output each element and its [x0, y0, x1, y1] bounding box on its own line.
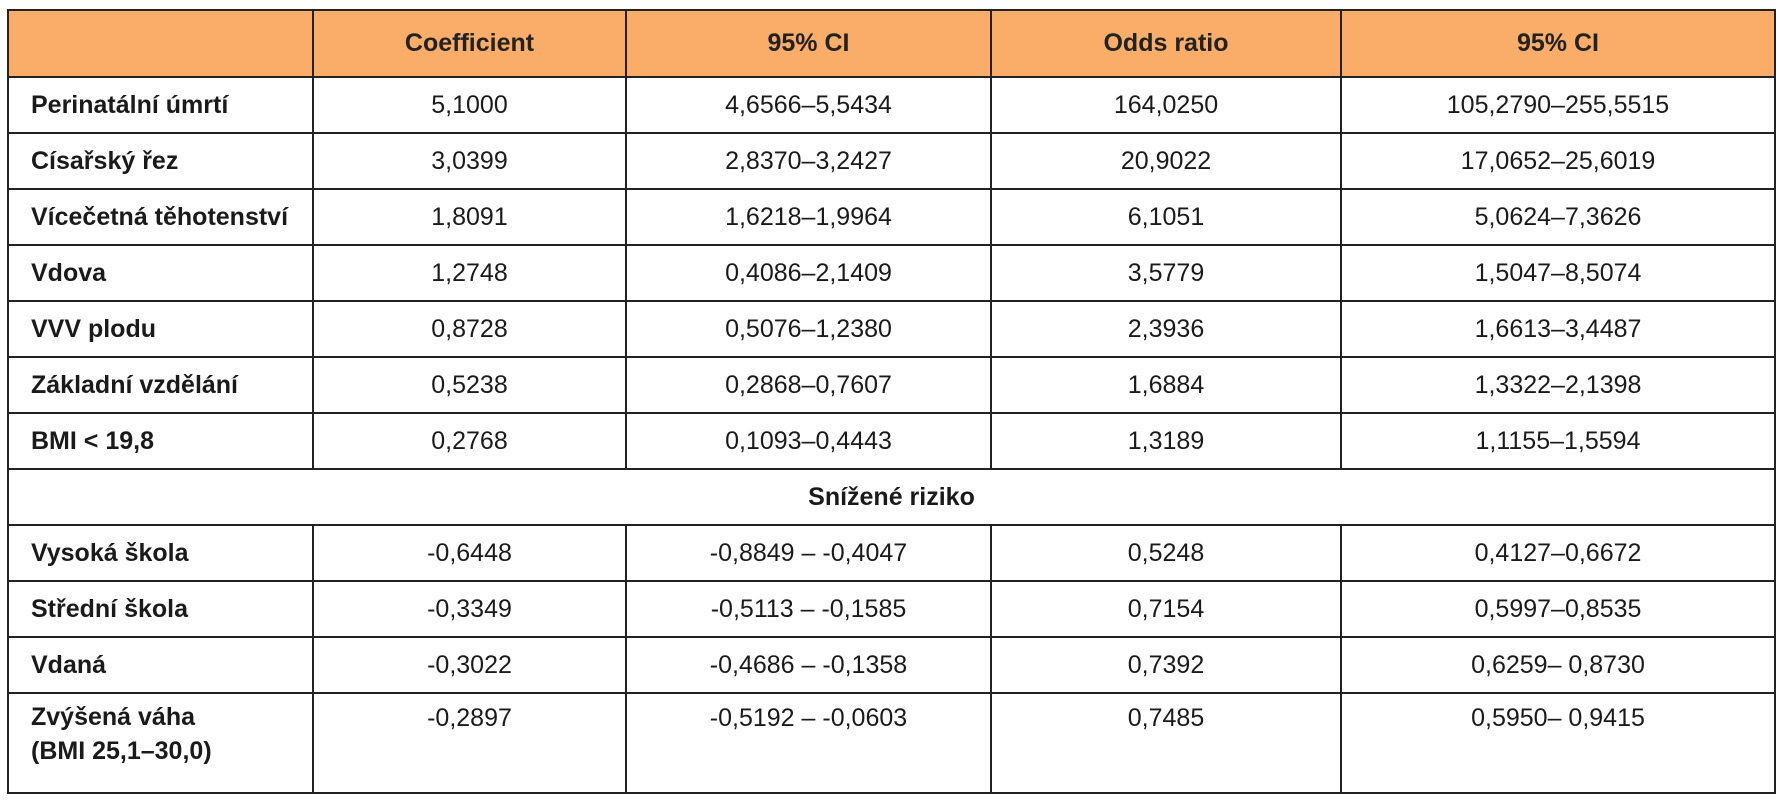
- coefficient-cell: -0,3349: [312, 580, 627, 638]
- odds-ratio-cell: 0,5248: [990, 524, 1342, 582]
- or-ci-cell: 0,5950– 0,9415: [1340, 692, 1776, 794]
- coefficient-cell: 3,0399: [312, 132, 627, 190]
- or-ci-cell: 0,4127–0,6672: [1340, 524, 1776, 582]
- row-label: Vysoká škola: [7, 524, 314, 582]
- row-label: Základní vzdělání: [7, 356, 314, 414]
- coefficient-cell: 5,1000: [312, 76, 627, 134]
- table-row: Perinatální úmrtí 5,1000 4,6566–5,5434 1…: [7, 76, 1776, 134]
- coefficient-cell: 0,2768: [312, 412, 627, 470]
- or-ci-cell: 0,5997–0,8535: [1340, 580, 1776, 638]
- row-label: Perinatální úmrtí: [7, 76, 314, 134]
- ci-cell: -0,5113 – -0,1585: [625, 580, 992, 638]
- coefficient-cell: 1,8091: [312, 188, 627, 246]
- row-label: Vícečetná těhotenství: [7, 188, 314, 246]
- row-label: Střední škola: [7, 580, 314, 638]
- row-label: VVV plodu: [7, 300, 314, 358]
- header-cell-coefficient: Coefficient: [312, 9, 627, 78]
- or-ci-cell: 1,1155–1,5594: [1340, 412, 1776, 470]
- row-label: Zvýšená váha (BMI 25,1–30,0): [7, 692, 314, 794]
- table-row: Vysoká škola -0,6448 -0,8849 – -0,4047 0…: [7, 524, 1776, 582]
- or-ci-cell: 1,3322–2,1398: [1340, 356, 1776, 414]
- ci-cell: 0,1093–0,4443: [625, 412, 992, 470]
- section-label: Snížené riziko: [7, 468, 1776, 526]
- or-ci-cell: 105,2790–255,5515: [1340, 76, 1776, 134]
- row-label-line: Zvýšená váha: [31, 703, 195, 731]
- row-label: Vdaná: [7, 636, 314, 694]
- odds-ratio-cell: 1,6884: [990, 356, 1342, 414]
- coefficient-cell: -0,6448: [312, 524, 627, 582]
- ci-cell: 0,4086–2,1409: [625, 244, 992, 302]
- coefficient-cell: 0,8728: [312, 300, 627, 358]
- table-row: VVV plodu 0,8728 0,5076–1,2380 2,3936 1,…: [7, 300, 1776, 358]
- or-ci-cell: 1,6613–3,4487: [1340, 300, 1776, 358]
- table-row: Císařský řez 3,0399 2,8370–3,2427 20,902…: [7, 132, 1776, 190]
- table-row: Zvýšená váha (BMI 25,1–30,0) -0,2897 -0,…: [7, 692, 1776, 794]
- odds-ratio-cell: 0,7485: [990, 692, 1342, 794]
- or-ci-cell: 1,5047–8,5074: [1340, 244, 1776, 302]
- or-ci-cell: 0,6259– 0,8730: [1340, 636, 1776, 694]
- odds-ratio-cell: 3,5779: [990, 244, 1342, 302]
- ci-cell: 0,2868–0,7607: [625, 356, 992, 414]
- table-row: BMI < 19,8 0,2768 0,1093–0,4443 1,3189 1…: [7, 412, 1776, 470]
- coefficient-cell: -0,2897: [312, 692, 627, 794]
- odds-ratio-cell: 0,7154: [990, 580, 1342, 638]
- coefficient-cell: 1,2748: [312, 244, 627, 302]
- odds-ratio-cell: 1,3189: [990, 412, 1342, 470]
- odds-ratio-cell: 6,1051: [990, 188, 1342, 246]
- section-row: Snížené riziko: [7, 468, 1776, 526]
- header-row: Coefficient 95% CI Odds ratio 95% CI: [7, 9, 1776, 78]
- table-row: Vícečetná těhotenství 1,8091 1,6218–1,99…: [7, 188, 1776, 246]
- odds-ratio-cell: 0,7392: [990, 636, 1342, 694]
- row-label: BMI < 19,8: [7, 412, 314, 470]
- header-cell-ci: 95% CI: [625, 9, 992, 78]
- ci-cell: 0,5076–1,2380: [625, 300, 992, 358]
- or-ci-cell: 17,0652–25,6019: [1340, 132, 1776, 190]
- odds-ratio-cell: 2,3936: [990, 300, 1342, 358]
- ci-cell: -0,5192 – -0,0603: [625, 692, 992, 794]
- ci-cell: -0,8849 – -0,4047: [625, 524, 992, 582]
- ci-cell: 2,8370–3,2427: [625, 132, 992, 190]
- header-cell-or-ci: 95% CI: [1340, 9, 1776, 78]
- table-row: Vdova 1,2748 0,4086–2,1409 3,5779 1,5047…: [7, 244, 1776, 302]
- table-row: Střední škola -0,3349 -0,5113 – -0,1585 …: [7, 580, 1776, 638]
- odds-ratio-table: Coefficient 95% CI Odds ratio 95% CI Per…: [7, 9, 1776, 794]
- row-label: Císařský řez: [7, 132, 314, 190]
- table-row: Vdaná -0,3022 -0,4686 – -0,1358 0,7392 0…: [7, 636, 1776, 694]
- ci-cell: 4,6566–5,5434: [625, 76, 992, 134]
- header-cell-label: [7, 9, 314, 78]
- odds-ratio-cell: 20,9022: [990, 132, 1342, 190]
- coefficient-cell: -0,3022: [312, 636, 627, 694]
- or-ci-cell: 5,0624–7,3626: [1340, 188, 1776, 246]
- ci-cell: -0,4686 – -0,1358: [625, 636, 992, 694]
- odds-ratio-cell: 164,0250: [990, 76, 1342, 134]
- table-row: Základní vzdělání 0,5238 0,2868–0,7607 1…: [7, 356, 1776, 414]
- row-label-line: (BMI 25,1–30,0): [31, 737, 212, 765]
- coefficient-cell: 0,5238: [312, 356, 627, 414]
- header-cell-odds-ratio: Odds ratio: [990, 9, 1342, 78]
- ci-cell: 1,6218–1,9964: [625, 188, 992, 246]
- row-label: Vdova: [7, 244, 314, 302]
